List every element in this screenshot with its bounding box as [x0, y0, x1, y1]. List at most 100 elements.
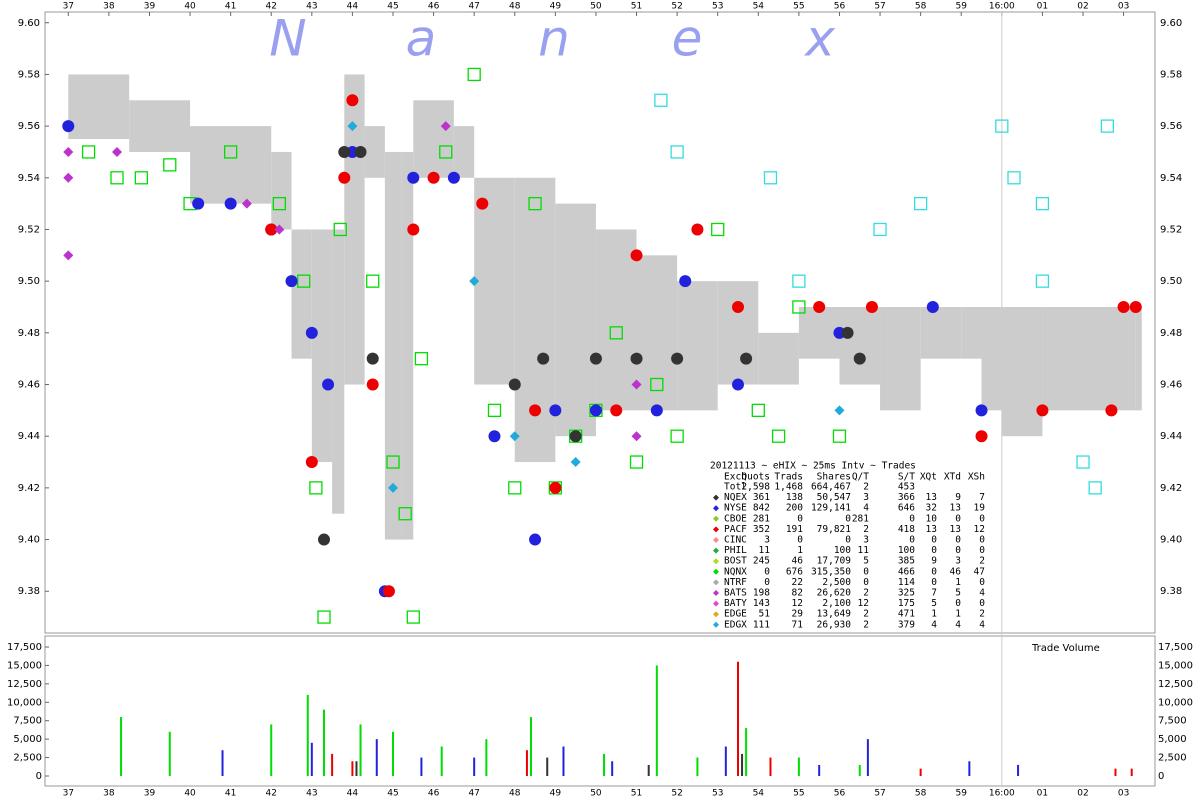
trade-marker — [469, 276, 480, 287]
x-tick-label-top: 02 — [1077, 2, 1088, 12]
x-tick-label-top: 52 — [671, 2, 682, 12]
trade-marker — [1035, 274, 1050, 288]
x-tick-label-top: 03 — [1118, 2, 1129, 12]
y-tick-label-left: 9.52 — [18, 224, 40, 235]
table-cell: 418 — [898, 524, 915, 535]
nbbo-band — [129, 100, 191, 152]
nbbo-band — [453, 126, 475, 178]
table-cell: EDGX — [724, 619, 747, 630]
volume-bar — [737, 661, 739, 776]
trade-marker — [529, 533, 542, 546]
nbbo-band — [798, 306, 840, 359]
table-cell: 79,821 — [817, 524, 852, 535]
volume-tick-label-left: 7,500 — [13, 716, 42, 727]
volume-bar — [1114, 768, 1117, 776]
volume-bar — [355, 761, 358, 776]
table-cell: 4 — [955, 619, 961, 630]
trade-marker — [62, 120, 75, 133]
nbbo-band — [413, 100, 454, 178]
x-tick-label-bottom: 53 — [712, 789, 723, 799]
table-cell: 13 — [926, 492, 937, 503]
nbbo-band — [364, 126, 385, 178]
trade-marker — [841, 326, 854, 339]
trade-marker — [317, 610, 331, 624]
volume-label: Trade Volume — [1031, 643, 1100, 654]
volume-bar — [120, 717, 123, 776]
volume-bar — [221, 750, 224, 776]
trade-marker — [1129, 300, 1142, 313]
volume-bar — [769, 757, 772, 776]
table-cell: 4 — [931, 619, 937, 630]
table-cell: 0 — [909, 513, 915, 524]
table-cell: 361 — [753, 492, 770, 503]
trade-marker — [265, 223, 278, 236]
table-cell: 13 — [926, 524, 937, 535]
table-cell: 26,620 — [817, 588, 852, 599]
y-tick-label-left: 9.56 — [18, 121, 40, 132]
table-cell: 7 — [979, 492, 985, 503]
trade-marker — [691, 223, 704, 236]
trade-marker — [711, 222, 725, 237]
trade-marker — [192, 197, 205, 210]
table-cell: 12 — [792, 598, 803, 609]
table-cell: 50,547 — [817, 492, 851, 503]
trade-marker — [333, 222, 347, 237]
table-header: XTd — [944, 472, 961, 483]
trade-marker — [305, 326, 318, 339]
table-cell: 325 — [898, 588, 915, 599]
trade-marker — [388, 482, 398, 493]
table-cell: 281 — [852, 513, 869, 524]
x-tick-label-top: 41 — [225, 2, 236, 12]
volume-tick-label-right: 12,500 — [1158, 679, 1193, 690]
table-cell: 175 — [898, 598, 915, 609]
table-cell: 0 — [764, 577, 770, 588]
table-marker — [713, 547, 719, 554]
table-cell: 2,500 — [822, 577, 851, 588]
table-cell: 129,141 — [811, 503, 851, 514]
table-cell: 1,468 — [774, 482, 803, 493]
table-header: Quots — [741, 472, 770, 483]
trade-marker — [297, 274, 311, 288]
table-cell: 7 — [931, 588, 937, 599]
trade-marker — [570, 457, 581, 468]
table-marker — [713, 505, 719, 512]
trade-marker — [386, 455, 400, 469]
volume-bar — [306, 694, 309, 776]
table-cell: BATY — [724, 598, 747, 609]
volume-bar — [440, 746, 443, 776]
table-cell: CINC — [724, 535, 747, 546]
trade-marker — [650, 377, 664, 392]
y-tick-label-right: 9.38 — [1160, 586, 1182, 597]
y-tick-label-right: 9.54 — [1160, 173, 1182, 184]
table-cell: BOST — [724, 556, 747, 567]
trade-marker — [813, 300, 826, 313]
nbbo-band — [920, 306, 962, 359]
volume-panel — [44, 635, 1156, 787]
volume-tick-label-right: 10,000 — [1158, 697, 1193, 708]
table-marker — [713, 494, 719, 501]
volume-tick-label-right: 7,500 — [1158, 716, 1187, 727]
table-cell: 0 — [931, 577, 937, 588]
volume-bar — [546, 757, 549, 776]
x-tick-label-bottom: 01 — [1037, 789, 1048, 799]
trade-marker — [529, 404, 542, 417]
x-tick-label-bottom: 51 — [631, 789, 642, 799]
nbbo-band — [190, 126, 251, 204]
table-cell: 842 — [753, 503, 770, 514]
x-tick-label-bottom: 38 — [103, 789, 115, 799]
y-tick-label-right: 9.48 — [1160, 328, 1182, 339]
table-cell: 0 — [979, 513, 985, 524]
y-tick-label-right: 9.46 — [1160, 380, 1182, 391]
table-cell: 46 — [950, 566, 962, 577]
nbbo-band — [880, 306, 921, 411]
trade-marker — [671, 352, 684, 365]
volume-bar — [797, 757, 800, 776]
table-title: 20121113 ~ eHIX ~ 25ms Intv ~ Trades — [710, 461, 916, 472]
trade-marker — [274, 224, 285, 235]
trade-marker — [285, 275, 298, 288]
trade-marker — [81, 145, 96, 159]
table-header: Trads — [774, 472, 803, 483]
x-tick-label-top: 38 — [103, 2, 115, 12]
volume-tick-label-left: 10,000 — [7, 697, 42, 708]
